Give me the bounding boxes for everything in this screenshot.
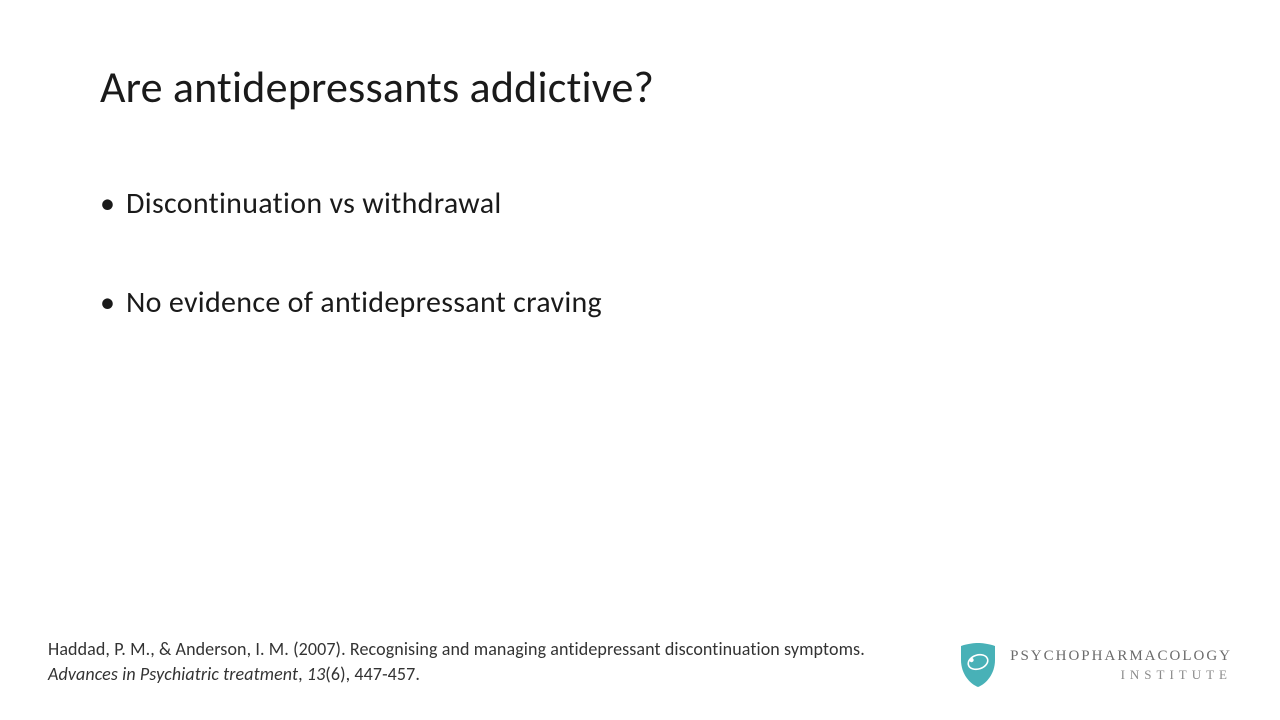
citation: Haddad, P. M., & Anderson, I. M. (2007).… — [48, 637, 900, 686]
bullet-item: Discontinuation vs withdrawal — [126, 184, 1180, 223]
bullet-list: Discontinuation vs withdrawal No evidenc… — [100, 184, 1180, 322]
brand-name: PSYCHOPHARMACOLOGY — [1010, 649, 1232, 664]
citation-text: Haddad, P. M., & Anderson, I. M. (2007).… — [48, 638, 865, 660]
shield-icon — [958, 642, 998, 688]
citation-volume: 13 — [307, 663, 325, 685]
slide: Are antidepressants addictive? Discontin… — [0, 0, 1280, 720]
slide-title: Are antidepressants addictive? — [100, 60, 1180, 114]
brand-subtitle: INSTITUTE — [1010, 668, 1232, 681]
citation-journal: Advances in Psychiatric treatment — [48, 663, 298, 685]
brand-logo: PSYCHOPHARMACOLOGY INSTITUTE — [958, 642, 1232, 688]
brand-text: PSYCHOPHARMACOLOGY INSTITUTE — [1010, 649, 1232, 681]
bullet-item: No evidence of antidepressant craving — [126, 283, 1180, 322]
citation-text: , — [298, 663, 307, 685]
citation-text: (6), 447-457. — [325, 663, 420, 685]
